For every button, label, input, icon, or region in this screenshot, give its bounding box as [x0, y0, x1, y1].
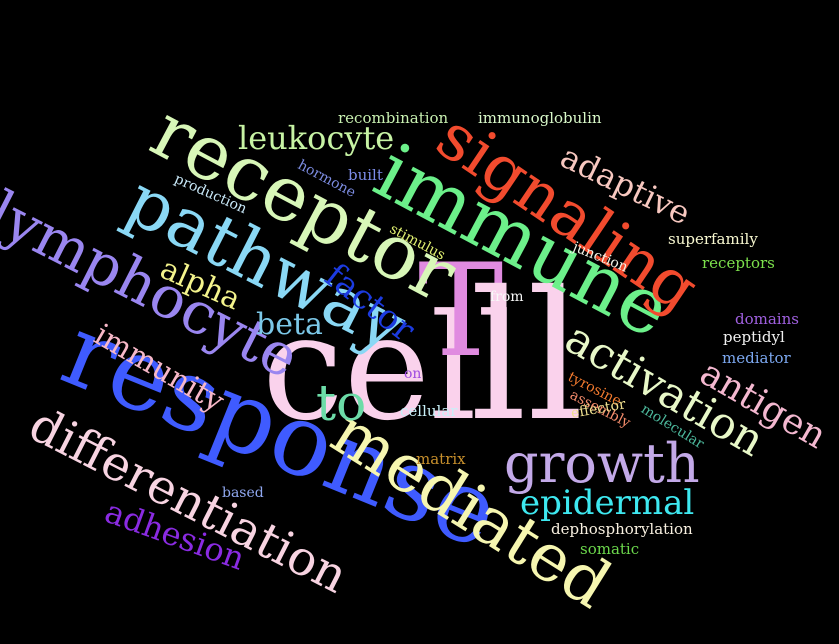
word-from: from	[490, 289, 524, 305]
word-cellular: cellular	[400, 402, 458, 420]
word-cell: cell	[262, 283, 524, 453]
word-mediator: mediator	[722, 349, 791, 367]
word-to: to	[316, 374, 367, 432]
word-T: T	[418, 237, 504, 386]
word-leukocyte: leukocyte	[238, 119, 395, 157]
word-superfamily: superfamily	[668, 230, 758, 248]
word-domains: domains	[735, 310, 799, 328]
word-based: based	[222, 485, 264, 501]
word-matrix: matrix	[416, 450, 466, 468]
word-epidermal: epidermal	[520, 483, 695, 523]
word-receptors: receptors	[702, 254, 775, 272]
word-ll: ll	[470, 253, 584, 460]
word-on: on	[404, 366, 422, 382]
word-peptidyl: peptidyl	[723, 328, 785, 346]
word-beta: beta	[256, 307, 323, 342]
word-built: built	[348, 166, 383, 184]
word-dephosphorylation: dephosphorylation	[551, 520, 693, 538]
word-immunoglobulin: immunoglobulin	[478, 109, 602, 127]
word-somatic: somatic	[580, 540, 640, 558]
word-recombination: recombination	[338, 109, 449, 127]
word-growth: growth	[504, 432, 700, 495]
